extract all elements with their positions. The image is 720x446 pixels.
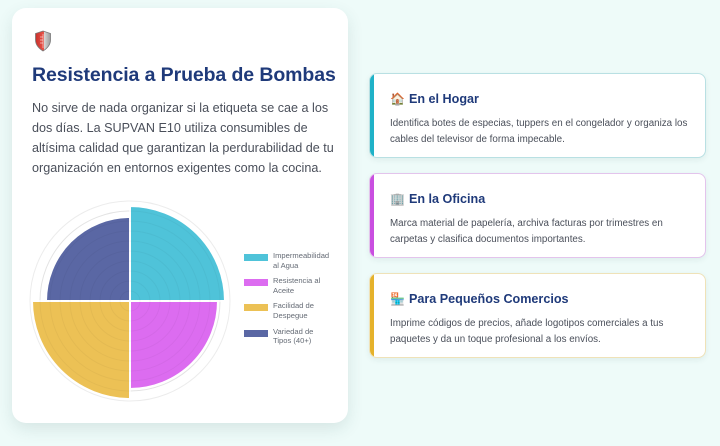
card-body: Imprime códigos de precios, añade logoti… <box>390 318 664 345</box>
use-card-office: 🏢 En la Oficina Marca material de papele… <box>369 173 706 258</box>
durability-card: Resistencia a Prueba de Bombas No sirve … <box>12 8 348 423</box>
polar-area-chart: Impermeabilidad al Agua Resistencia al Ace… <box>20 188 340 413</box>
section-description: No sirve de nada organizar si la etiquet… <box>32 101 334 175</box>
card-accent-bar <box>370 174 374 257</box>
legend-swatch <box>244 279 268 287</box>
card-body: Marca material de papelería, archiva fac… <box>390 218 663 245</box>
polar-segment[interactable] <box>129 204 227 302</box>
polar-segment[interactable] <box>30 300 131 401</box>
legend-swatch <box>244 254 268 261</box>
house-icon: 🏠 <box>390 92 405 106</box>
legend-item-water[interactable]: Impermeabilidad al Agua <box>244 251 344 270</box>
polar-chart-canvas <box>29 200 231 402</box>
legend-item-peel[interactable]: Facilidad de Despegue <box>244 301 344 320</box>
polar-segment[interactable] <box>129 300 220 391</box>
legend-swatch <box>244 304 268 312</box>
legend-item-oil[interactable]: Resistencia al Aceite <box>244 276 344 295</box>
card-body: Identifica botes de especias, tuppers en… <box>390 118 688 145</box>
legend-swatch <box>244 329 268 337</box>
shield-icon <box>35 30 51 52</box>
polar-segment[interactable] <box>44 215 131 302</box>
chart-legend: Impermeabilidad al Agua Resistencia al Ace… <box>244 251 344 352</box>
legend-item-variety[interactable]: Variedad de Tipos (40+) <box>244 327 344 346</box>
store-icon: 🏪 <box>390 292 405 306</box>
card-title: Para Pequeños Comercios <box>408 292 569 306</box>
card-accent-bar <box>370 274 374 357</box>
use-card-store: 🏪 Para Pequeños Comercios Imprime código… <box>369 273 706 358</box>
section-title: Resistencia a Prueba de Bombas <box>32 64 336 86</box>
use-card-home: 🏠 En el Hogar Identifica botes de especi… <box>369 73 706 158</box>
office-building-icon: 🏢 <box>390 192 405 206</box>
card-accent-bar <box>370 74 374 157</box>
card-title: En el Hogar <box>408 92 479 106</box>
card-title: En la Oficina <box>408 192 486 206</box>
